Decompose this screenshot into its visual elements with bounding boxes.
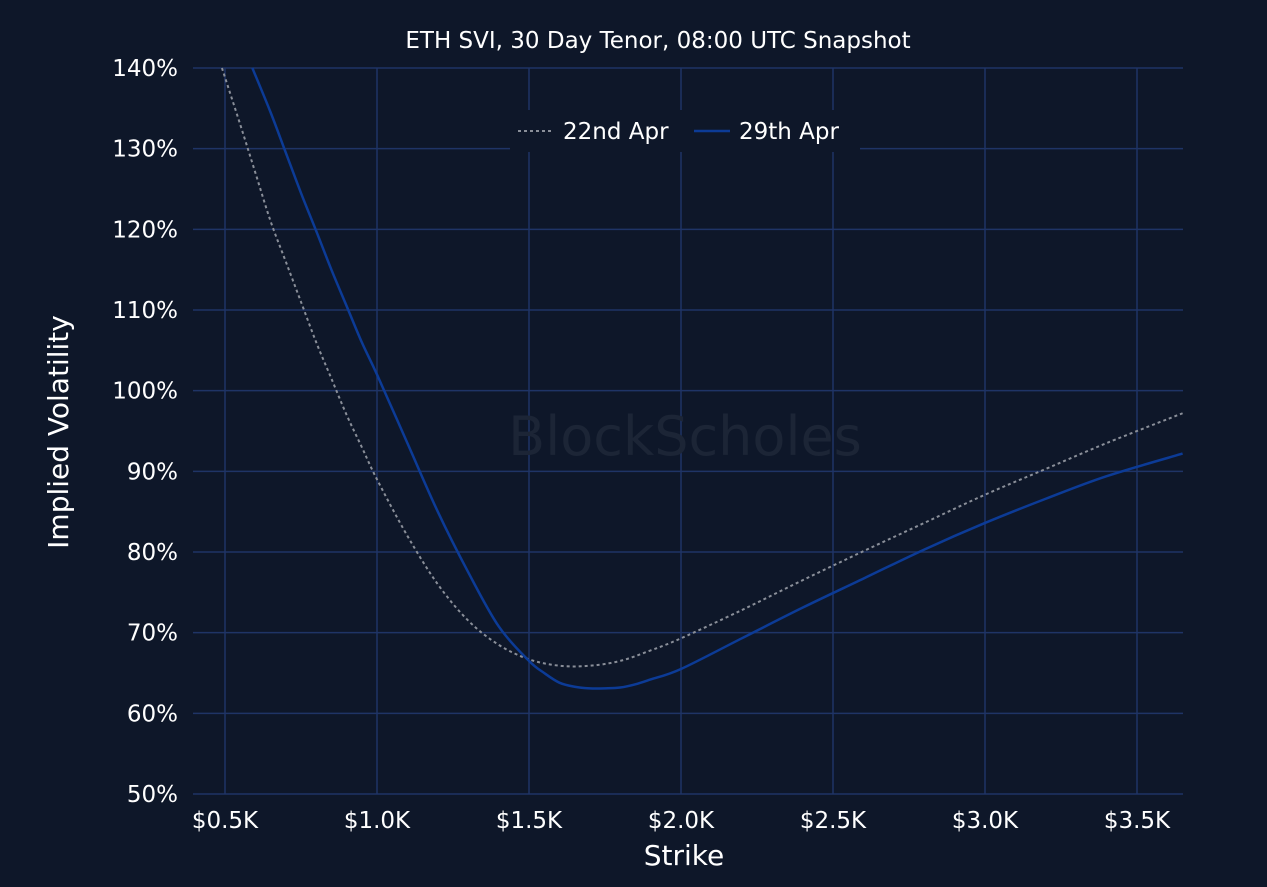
y-tick-label: 50% [127,782,178,808]
series-layer [221,67,1183,690]
legend: 22nd Apr 29th Apr [510,110,860,152]
x-tick-label: $3.5K [1104,808,1171,834]
x-tick-label: $3.0K [952,808,1019,834]
y-tick-label: 120% [112,217,178,243]
y-tick-label: 140% [112,56,178,82]
y-tick-label: 100% [112,379,178,405]
x-tick-label: $2.5K [800,808,867,834]
grid-layer [193,67,1183,795]
x-tick-label: $2.0K [648,808,715,834]
y-tick-label: 70% [127,621,178,647]
chart-title: ETH SVI, 30 Day Tenor, 08:00 UTC Snapsho… [405,28,910,54]
series-line-22nd-apr [221,67,1183,668]
y-axis-label: Implied Volatility [42,315,75,549]
axis-layer: $0.5K $1.0K $1.5K $2.0K $2.5K $3.0K $3.5K 50% 60… [112,56,1171,834]
watermark-text: BlockScholes [508,405,862,468]
legend-label: 22nd Apr [563,119,669,145]
y-tick-label: 80% [127,540,178,566]
legend-label: 29th Apr [739,119,840,145]
y-tick-label: 130% [112,137,178,163]
legend-background [510,110,860,152]
x-axis-label: Strike [644,839,725,872]
series-line-29th-apr [251,67,1183,690]
x-tick-label: $1.0K [344,808,411,834]
y-tick-label: 60% [127,701,178,727]
x-tick-label: $0.5K [192,808,259,834]
y-tick-label: 90% [127,459,178,485]
y-tick-label: 110% [112,298,178,324]
x-tick-label: $1.5K [496,808,563,834]
